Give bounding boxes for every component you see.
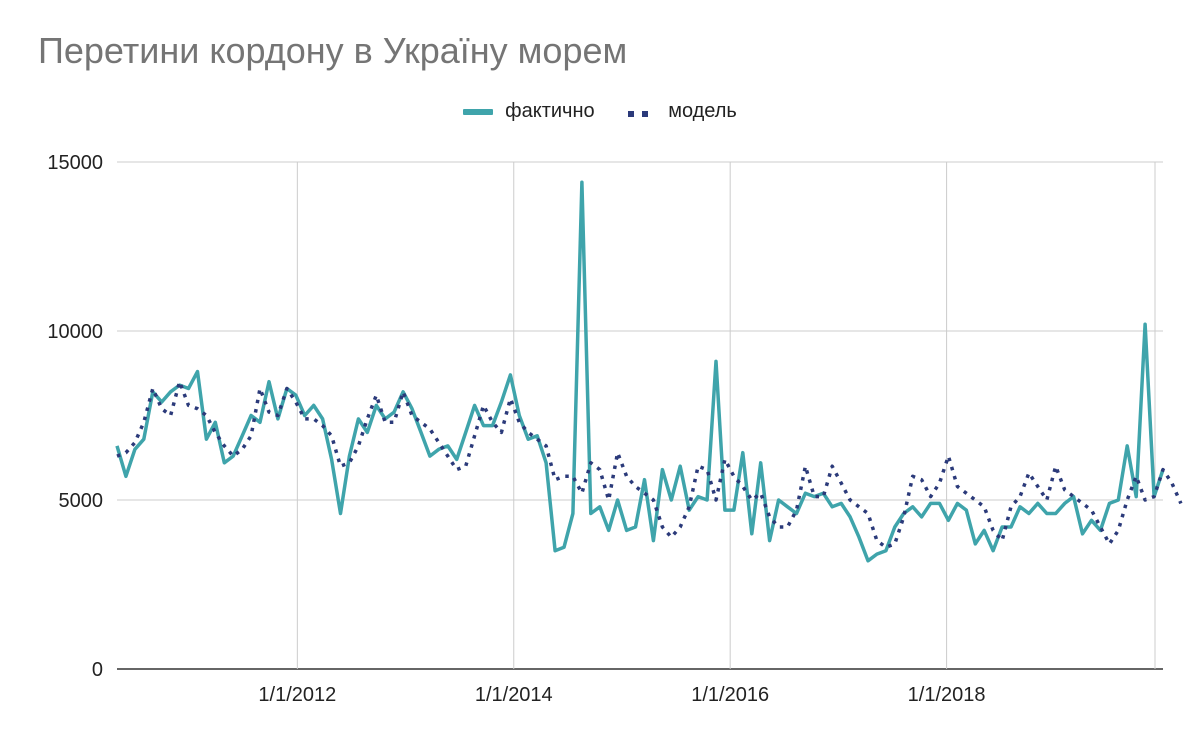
- legend-label-actual: фактично: [505, 100, 595, 123]
- y-tick-label: 0: [92, 659, 103, 681]
- legend-item-actual: фактично: [463, 100, 595, 123]
- x-tick-label: 1/1/2018: [908, 684, 986, 706]
- series-line-actual: [115, 180, 1165, 563]
- legend: фактично модель: [0, 100, 1200, 123]
- legend-item-model: модель: [628, 100, 737, 123]
- y-tick-label: 5000: [59, 490, 104, 512]
- legend-swatch-model: [628, 100, 656, 123]
- x-tick-label: 1/1/2016: [691, 684, 769, 706]
- x-tick-label: 1/1/2012: [258, 684, 336, 706]
- y-tick-label: 10000: [47, 321, 103, 343]
- legend-swatch-actual: [463, 108, 494, 115]
- chart-title: Перетини кордону в Україну морем: [38, 30, 628, 71]
- legend-label-model: модель: [668, 100, 737, 123]
- y-tick-label: 15000: [47, 152, 103, 174]
- x-tick-label: 1/1/2014: [475, 684, 553, 706]
